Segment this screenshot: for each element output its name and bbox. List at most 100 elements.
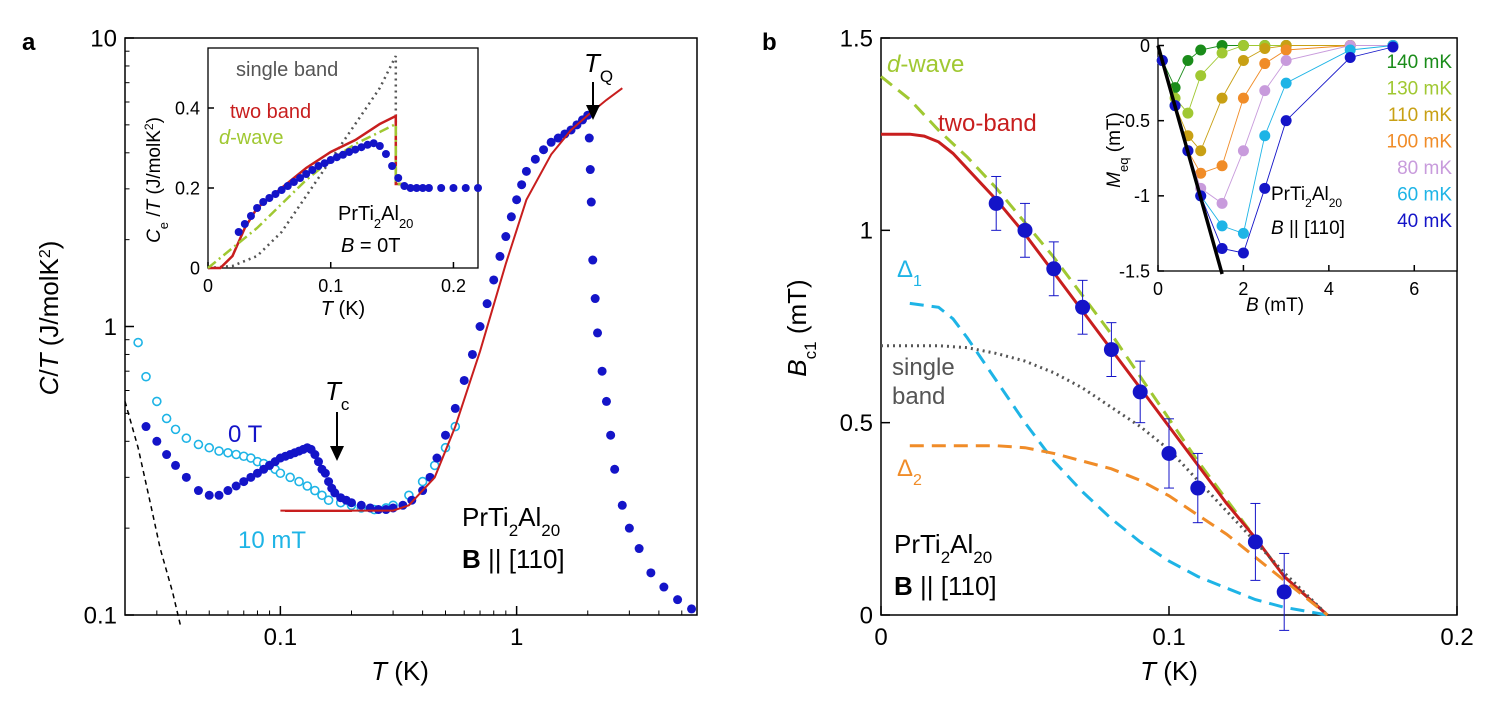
label-band: band <box>892 383 945 410</box>
annotation-0t: 0 T <box>228 421 263 448</box>
inset-b-compound: PrTi2Al20 <box>1271 184 1342 210</box>
b-compound-sub1: 2 <box>941 548 950 567</box>
data-point-10mt <box>323 495 334 505</box>
data-point-0t <box>223 486 233 496</box>
x-tick-label: 2 <box>1238 279 1248 299</box>
inset-dwave-d: d <box>219 127 231 149</box>
legend-entry: 130 mK <box>1387 79 1453 100</box>
data-point-0t <box>495 251 505 261</box>
inset-data-point <box>351 145 360 154</box>
ylabel-unit: (J/molK <box>34 258 64 354</box>
inset-data-point <box>363 140 372 149</box>
inset-data-point <box>375 142 384 150</box>
inset-data-point <box>320 159 329 168</box>
inset-a-compound: PrTi2Al20 <box>338 203 413 231</box>
data-point-0t <box>313 457 323 467</box>
data-point-0t <box>646 568 656 578</box>
bc1-data-point <box>1103 342 1119 358</box>
inset-data-point <box>345 148 354 156</box>
panel-a-field-direction: B || [110] <box>462 544 565 574</box>
data-point-0t <box>432 453 442 463</box>
data-point-0t <box>152 436 162 446</box>
inset-data-point <box>1216 47 1228 59</box>
inset-data-point <box>1280 77 1292 89</box>
inset-data-point <box>1195 70 1207 82</box>
bc1-data-point <box>1247 534 1263 550</box>
panel-a-inset: 0 0.1 0.200.20.4 Ce /T (J/molK2) T (K) sin… <box>142 47 482 320</box>
panel-b-ticks: 0 0.1 0.2 0 0.5 1 1.5 <box>840 25 1474 651</box>
data-point-0t <box>204 490 214 500</box>
x-tick-label: 0 <box>203 276 213 296</box>
inset-data-point <box>1182 55 1194 67</box>
panel-b-y-axis-label: Bc1 (mT) <box>782 279 820 376</box>
data-point-10mt <box>302 481 313 491</box>
inset-compound-sub1: 2 <box>374 216 381 231</box>
bc1-data-point <box>1017 222 1033 238</box>
inset-legend-two-band: two band <box>230 101 311 123</box>
inset-data-point <box>1195 167 1207 179</box>
inset-data-point <box>412 184 421 192</box>
data-point-0t <box>489 275 499 285</box>
data-point-0t <box>231 481 241 491</box>
inset-data-point <box>461 184 470 192</box>
inset-data-point <box>1237 92 1249 104</box>
single-band-curve <box>881 344 1329 617</box>
inset-data-point <box>1195 44 1207 56</box>
legend-entry: 100 mK <box>1387 132 1453 153</box>
inset-series-line <box>1161 45 1393 152</box>
tc-var: T <box>325 376 343 406</box>
x-tick-label: 0.1 <box>318 276 343 296</box>
inset-data-point <box>369 139 378 148</box>
inset-data-point <box>283 182 292 190</box>
inset-b-ylabel-m: M <box>1104 172 1125 188</box>
data-point-0t <box>193 486 203 496</box>
field-dir: || [110] <box>481 544 565 574</box>
y-tick-label: 0.4 <box>175 98 200 118</box>
bc1-data-point <box>1132 384 1148 400</box>
inset-data-point <box>449 184 458 192</box>
inset-b-field-b: B <box>1271 218 1284 239</box>
panel-a-inset-ticks: 0 0.1 0.2 0 0.2 0.4 <box>175 98 466 296</box>
data-point-0t <box>501 232 511 242</box>
annotation-tc: Tc <box>325 376 350 414</box>
panel-b-inset-ticks: 0 2 4 6 0 -0.5 -1 -1.5 <box>1119 36 1419 299</box>
b-dwave-d: d <box>887 51 901 78</box>
data-point-10mt <box>285 472 295 483</box>
inset-ylabel-close: ) <box>144 117 165 123</box>
data-point-0t <box>407 495 417 505</box>
y-tick-label: -0.5 <box>1119 111 1150 131</box>
inset-data-point <box>400 182 409 190</box>
inset-data-point <box>296 174 305 182</box>
data-point-0t <box>585 165 595 175</box>
inset-b-legend: 140 mK 130 mK 110 mK 100 mK 80 mK 60 mK 40 mK <box>1387 52 1453 232</box>
b-field-bold: B <box>894 571 913 601</box>
y-tick-label: 0.2 <box>175 178 200 198</box>
inset-data-point <box>1280 55 1292 67</box>
x-tick-label: 4 <box>1324 279 1334 299</box>
inset-ylabel-slash: / <box>144 211 165 222</box>
data-point-10mt <box>161 413 172 424</box>
data-point-10mt <box>181 433 192 444</box>
ylabel-t: T <box>34 351 64 369</box>
compound-sub1: 2 <box>509 521 518 540</box>
annotation-10mt: 10 mT <box>238 527 306 554</box>
inset-data-point <box>1280 44 1292 56</box>
b-ylabel-sub: c1 <box>801 341 820 359</box>
y-tick-label: 0 <box>1140 36 1150 56</box>
inset-data-point <box>332 153 341 162</box>
inset-b-compound-a: PrTi <box>1271 184 1305 205</box>
data-point-0t <box>584 133 594 143</box>
inset-b-y-axis-label: Meq (mT) <box>1104 112 1131 188</box>
b-xlabel-unit: (K) <box>1156 656 1198 686</box>
inset-data-point <box>240 220 249 228</box>
panel-b-label: b <box>762 29 777 56</box>
label-delta1: Δ1 <box>897 256 922 290</box>
inset-data-point <box>418 184 427 192</box>
inset-data-point <box>394 174 403 182</box>
b-compound-sub2: 20 <box>973 548 992 567</box>
ylabel-close: ) <box>34 241 64 250</box>
inset-xlabel-t: T <box>321 298 335 320</box>
ylabel-slash: / <box>34 369 64 377</box>
inset-data-point <box>1216 220 1228 232</box>
